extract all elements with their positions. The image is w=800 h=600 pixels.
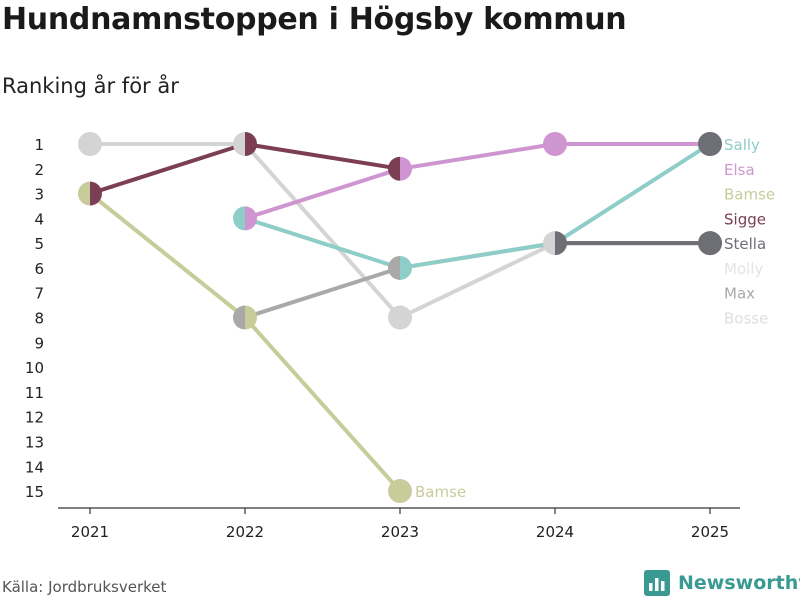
point-bamse (78, 181, 90, 206)
y-tick-label: 1 (34, 136, 44, 154)
series-line-sally (243, 216, 402, 270)
point-bamse (388, 479, 412, 504)
x-tick-label: 2021 (71, 523, 109, 541)
point-molly (78, 132, 102, 156)
series-line-sigge (88, 142, 247, 196)
series-line-sally (398, 241, 557, 270)
point-sally (400, 255, 413, 280)
point-elsa (543, 132, 567, 156)
y-tick-label: 4 (34, 210, 44, 228)
series-line-bamse (88, 191, 247, 320)
series-line-molly (398, 241, 557, 320)
point-max (233, 305, 245, 330)
legend-label-sigge: Sigge (724, 210, 766, 228)
y-tick-label: 7 (34, 285, 44, 303)
legend-label-elsa: Elsa (724, 161, 755, 179)
x-tick-label: 2023 (381, 523, 419, 541)
end-point-marker (698, 231, 722, 256)
point-sally (233, 206, 245, 231)
legend-label-max: Max (724, 285, 755, 303)
annotation-label: Bamse (415, 483, 466, 501)
point-molly (233, 132, 245, 156)
series-line-sigge (243, 142, 402, 171)
legend-label-molly: Molly (724, 260, 763, 278)
chart-subtitle: Ranking år för år (2, 74, 179, 98)
legend-label-bamse: Bamse (724, 186, 775, 204)
series-line-bamse (243, 315, 402, 494)
y-tick-label: 6 (34, 260, 44, 278)
series-line-max (243, 265, 402, 320)
point-bamse (245, 305, 257, 330)
legend-label-stella: Stella (724, 235, 766, 253)
bar-chart-icon (644, 570, 670, 596)
y-tick-label: 9 (34, 334, 44, 352)
x-tick-label: 2024 (536, 523, 574, 541)
y-tick-label: 2 (34, 161, 44, 179)
series-line-elsa (398, 142, 557, 171)
y-tick-label: 15 (25, 483, 44, 501)
brand-name: Newsworthy (678, 572, 800, 594)
point-sigge (90, 181, 102, 206)
series-line-sally (553, 142, 712, 246)
y-tick-label: 5 (34, 235, 44, 253)
brand-logo: Newsworthy (644, 570, 800, 596)
chart-title: Hundnamnstoppen i Högsby kommun (2, 2, 627, 37)
point-molly (388, 305, 412, 330)
y-tick-label: 11 (25, 384, 44, 402)
point-sigge (388, 156, 400, 181)
legend-label-bosse: Bosse (724, 310, 768, 328)
source-note: Källa: Jordbruksverket (2, 578, 167, 596)
y-tick-label: 3 (34, 186, 44, 204)
point-max (388, 255, 400, 280)
y-tick-label: 13 (25, 433, 44, 451)
x-tick-label: 2022 (226, 523, 264, 541)
y-tick-label: 14 (25, 458, 44, 476)
series-line-elsa (243, 166, 402, 221)
end-point-marker (698, 132, 722, 156)
point-sigge (245, 132, 257, 156)
point-molly (543, 231, 555, 256)
point-elsa (400, 156, 413, 181)
point-stella (555, 231, 567, 256)
point-elsa (245, 206, 257, 231)
x-tick-label: 2025 (691, 523, 729, 541)
series-line-molly (243, 142, 402, 320)
y-tick-label: 10 (25, 359, 44, 377)
y-tick-label: 12 (25, 409, 44, 427)
y-tick-label: 8 (34, 310, 44, 328)
legend-label-sally: Sally (724, 136, 760, 154)
